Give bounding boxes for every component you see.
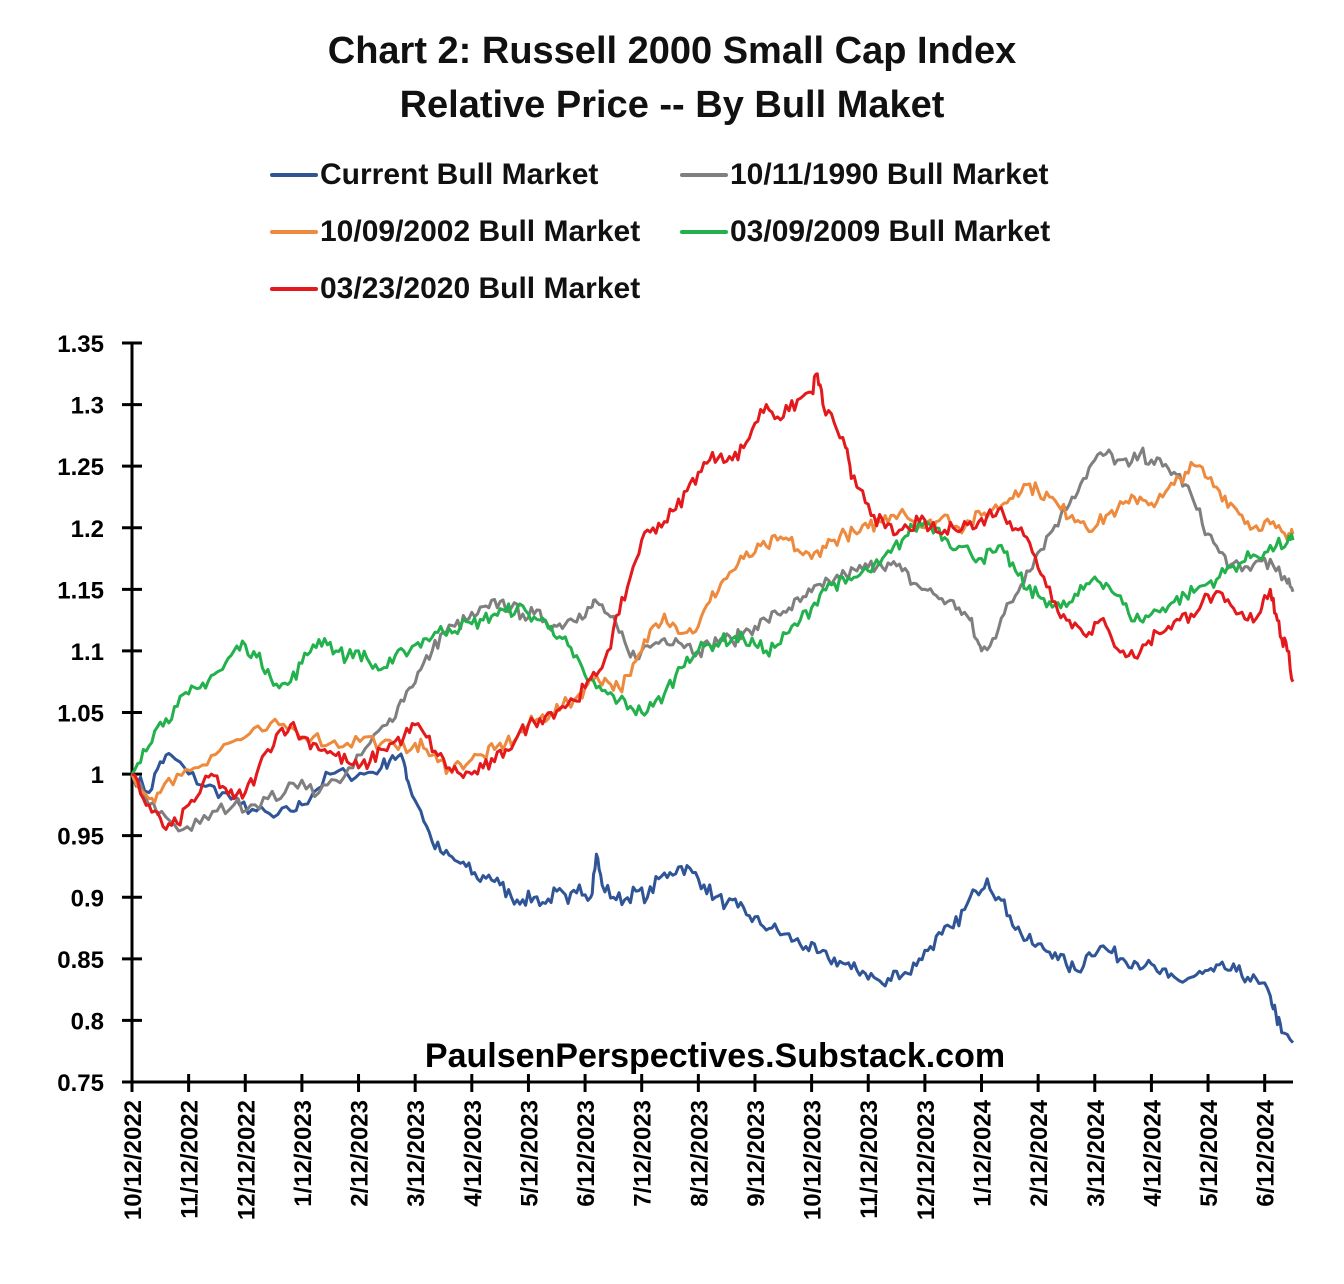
watermark-text: PaulsenPerspectives.Substack.com: [425, 1037, 1005, 1075]
y-tick-label: 0.95: [57, 824, 104, 851]
series-line-4: [131, 372, 1295, 831]
series-layer: [130, 372, 1295, 1044]
series-line-2: [130, 460, 1295, 804]
y-tick-label: 0.8: [71, 1008, 104, 1035]
x-tick-label: 9/12/2023: [743, 1100, 770, 1207]
x-tick-label: 12/12/2022: [233, 1100, 260, 1220]
legend-label: 10/11/1990 Bull Market: [730, 158, 1049, 191]
x-tick-label: 2/12/2024: [1026, 1099, 1053, 1206]
x-tick-label: 7/12/2023: [630, 1100, 657, 1207]
x-tick-label: 11/12/2022: [177, 1100, 204, 1219]
legend-item-current: Current Bull Market: [270, 155, 598, 195]
x-tick-label: 8/12/2023: [686, 1100, 713, 1207]
x-tick-label: 10/12/2022: [120, 1100, 147, 1220]
x-tick-label: 1/12/2023: [290, 1100, 317, 1207]
legend-label: 10/09/2002 Bull Market: [320, 215, 641, 248]
legend-label: 03/23/2020 Bull Market: [320, 272, 641, 305]
x-tick-label: 6/12/2023: [573, 1100, 600, 1207]
x-tick-label: 12/12/2023: [913, 1100, 940, 1220]
y-tick-label: 1: [91, 762, 104, 789]
x-tick-label: 4/12/2024: [1139, 1099, 1166, 1206]
x-tick-label: 3/12/2023: [403, 1100, 430, 1207]
legend-swatch: [680, 230, 728, 234]
chart-subtitle: Relative Price -- By Bull Maket: [399, 84, 945, 126]
chart-axes: 1.35 1.3 1.25 1.2 1.15 1.1 1.05 1 0.95 0.9 0.85 0.8…: [57, 331, 1293, 1220]
legend-item-1990: 10/11/1990 Bull Market: [680, 155, 1049, 195]
series-line-0: [130, 751, 1295, 1044]
series-line-3: [130, 519, 1295, 775]
x-tick-label: 1/12/2024: [970, 1099, 997, 1206]
legend-swatch: [270, 230, 318, 234]
series-line-1: [130, 446, 1295, 833]
legend-item-2020: 03/23/2020 Bull Market: [270, 269, 640, 309]
x-tick-label: 6/12/2024: [1253, 1099, 1280, 1206]
x-tick-label: 11/12/2023: [856, 1100, 883, 1219]
y-tick-label: 0.75: [57, 1070, 104, 1097]
y-tick-label: 1.1: [71, 639, 104, 666]
y-tick-label: 1.05: [57, 701, 104, 728]
x-tick-label: 4/12/2023: [460, 1100, 487, 1207]
chart-title: Chart 2: Russell 2000 Small Cap Index: [327, 30, 1017, 72]
y-tick-label: 1.25: [57, 454, 104, 481]
x-tick-label: 2/12/2023: [347, 1100, 374, 1207]
legend-label: 03/09/2009 Bull Market: [730, 215, 1051, 248]
x-tick-label: 10/12/2023: [800, 1100, 827, 1220]
x-tick-label: 5/12/2024: [1196, 1099, 1223, 1206]
legend-swatch: [270, 173, 318, 177]
x-tick-label: 3/12/2024: [1083, 1099, 1110, 1206]
legend-label: Current Bull Market: [320, 158, 599, 191]
legend-swatch: [270, 287, 318, 291]
y-tick-label: 1.35: [57, 331, 104, 358]
x-tick-label: 5/12/2023: [516, 1100, 543, 1207]
y-tick-label: 1.2: [71, 516, 104, 543]
y-tick-label: 1.15: [57, 577, 104, 604]
legend-swatch: [680, 173, 728, 177]
y-tick-label: 0.85: [57, 947, 104, 974]
legend-item-2002: 10/09/2002 Bull Market: [270, 212, 640, 252]
legend-item-2009: 03/09/2009 Bull Market: [680, 212, 1050, 252]
y-tick-label: 1.3: [71, 393, 104, 420]
y-tick-label: 0.9: [71, 885, 104, 912]
